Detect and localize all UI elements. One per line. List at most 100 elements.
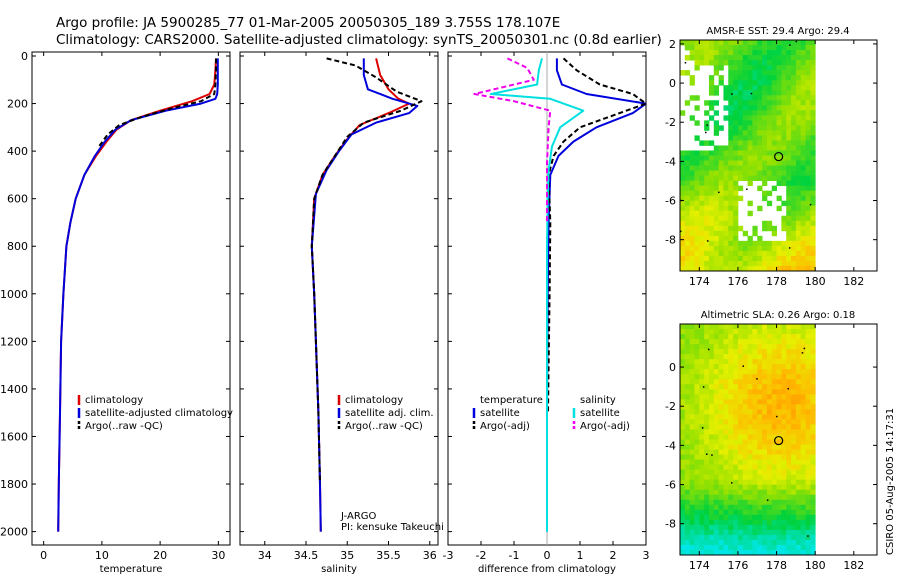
map-cell <box>776 509 782 516</box>
map-cell <box>810 514 816 521</box>
map-cell <box>781 334 787 340</box>
map-x-tick-label: 176 <box>727 275 748 288</box>
map-cell <box>728 100 734 106</box>
map-cell <box>786 100 792 106</box>
map-cell <box>800 444 806 450</box>
map-cell <box>781 544 787 551</box>
map-cell <box>781 399 787 405</box>
map-cell <box>713 175 720 182</box>
map-cell <box>728 349 734 355</box>
map-cell <box>810 45 816 51</box>
map-cell <box>781 424 787 430</box>
map-cell <box>771 354 777 360</box>
map-cell <box>728 110 734 116</box>
map-cell <box>781 489 787 496</box>
map-cell <box>747 85 753 91</box>
map-cell <box>781 95 787 101</box>
map-cell <box>718 190 724 197</box>
map-cell <box>786 359 792 365</box>
x-tick-label: -2 <box>476 549 487 562</box>
map-cell <box>791 389 797 395</box>
map-cell <box>689 175 695 182</box>
map-cell <box>752 364 758 370</box>
map-cell <box>762 260 768 267</box>
map-cell <box>689 464 695 471</box>
map-cell <box>776 65 782 71</box>
map-cell <box>733 110 739 116</box>
map-cell <box>680 414 686 420</box>
map-cell <box>757 235 763 242</box>
map-cell <box>680 190 686 197</box>
map-cell <box>718 514 724 521</box>
map-cell <box>762 479 768 486</box>
map-cell <box>810 399 816 405</box>
map-cell <box>718 45 724 51</box>
map-cell <box>810 429 816 435</box>
map-cell <box>747 210 753 217</box>
map-cell <box>762 250 768 257</box>
map-cell <box>752 354 758 360</box>
map-cell <box>752 250 758 257</box>
map-cell <box>733 444 739 450</box>
map-cell <box>805 130 811 136</box>
map-cell <box>742 359 748 365</box>
map-cell <box>805 85 811 91</box>
map-cell <box>762 40 768 46</box>
map-cell <box>752 359 758 365</box>
map-cell <box>766 40 773 46</box>
map-cell <box>757 339 763 345</box>
map-cell <box>704 509 710 516</box>
map-cell <box>757 519 763 526</box>
map-cell <box>742 230 748 237</box>
map-cell <box>747 100 753 106</box>
map-cell <box>752 549 758 556</box>
map-cell <box>737 384 744 390</box>
map-cell <box>723 464 729 471</box>
map-cell <box>733 384 739 390</box>
map-cell <box>805 484 811 491</box>
map-cell <box>747 80 753 86</box>
map-cell <box>771 65 777 71</box>
map-cell <box>771 160 777 166</box>
map-cell <box>805 90 811 96</box>
map-cell <box>723 394 729 400</box>
map-cell <box>786 60 792 66</box>
map-cell <box>791 95 797 101</box>
map-cell <box>718 55 724 61</box>
map-y-tick-label: -2 <box>665 400 676 413</box>
series-line-satellite-adjusted-climatology <box>57 58 219 532</box>
title-line-2: Climatology: CARS2000. Satellite-adjuste… <box>56 32 662 48</box>
map-cell <box>800 539 806 546</box>
map-cell <box>805 135 811 141</box>
map-cell <box>694 95 700 101</box>
map-cell <box>704 479 710 486</box>
map-cell <box>757 344 763 350</box>
map-cell <box>747 344 753 350</box>
map-cell <box>733 334 739 340</box>
map-cell <box>795 140 802 146</box>
map-cell <box>776 419 782 425</box>
map-cell <box>795 180 802 187</box>
map-cell <box>708 419 715 425</box>
map-cell <box>771 359 777 365</box>
map-cell <box>737 434 744 440</box>
map-cell <box>723 95 729 101</box>
map-cell <box>728 80 734 86</box>
map-cell <box>742 70 748 76</box>
map-cell <box>766 499 773 506</box>
map-cell <box>781 65 787 71</box>
map-cell <box>766 50 773 56</box>
map-cell <box>791 75 797 81</box>
series-group <box>57 58 219 532</box>
island-dot <box>706 453 708 455</box>
map-cell <box>762 519 768 526</box>
map-cell <box>728 70 734 76</box>
map-cell <box>689 260 695 267</box>
map-cell <box>800 80 806 86</box>
map-cell <box>771 95 777 101</box>
map-cell <box>771 519 777 526</box>
map-cell <box>757 509 763 516</box>
map-cell <box>742 369 748 375</box>
map-cell <box>805 384 811 390</box>
map-cell <box>786 459 792 466</box>
